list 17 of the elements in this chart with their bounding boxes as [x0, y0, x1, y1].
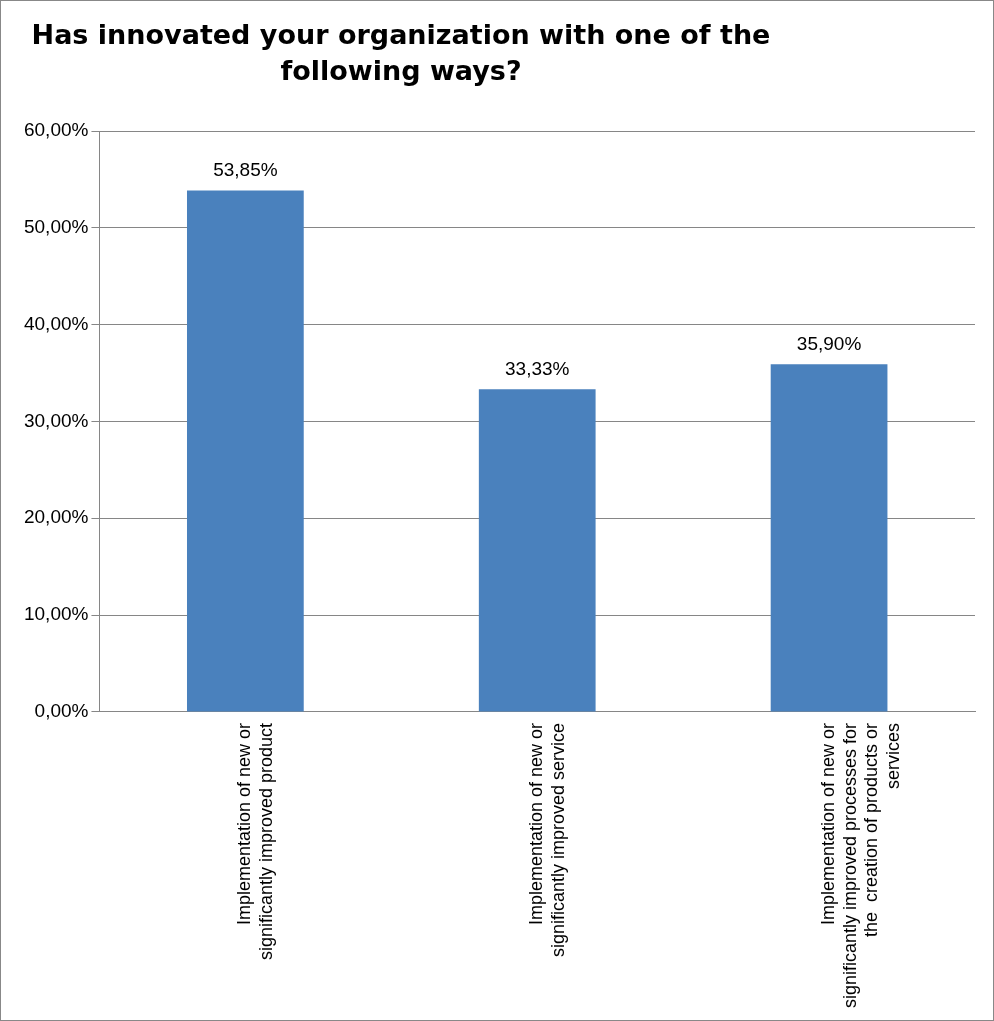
y-tick-label: 60,00%: [23, 119, 89, 141]
y-tick-label: 0,00%: [34, 700, 89, 722]
x-tick-label: Implementation of new or significantly improved product: [234, 722, 276, 961]
y-tick-label: 40,00%: [23, 312, 89, 334]
y-tick-label: 20,00%: [23, 506, 89, 528]
y-tick-label: 10,00%: [23, 603, 89, 625]
y-tick-label: 50,00%: [23, 216, 89, 238]
y-tick-label: 30,00%: [23, 409, 89, 431]
x-tick-label: Implementation of new or significantly improved service: [526, 722, 568, 957]
bar: [478, 389, 596, 712]
data-label: 35,90%: [796, 333, 862, 355]
bar: [187, 190, 304, 712]
data-label: 33,33%: [504, 357, 570, 379]
chart-title: Has innovated your organization with one of the following ways?: [30, 18, 772, 88]
data-label: 53,85%: [213, 159, 278, 181]
x-tick-label: Implementation of new or significantly improved processes for the creation of products or services: [818, 722, 903, 1009]
bar: [770, 364, 888, 712]
